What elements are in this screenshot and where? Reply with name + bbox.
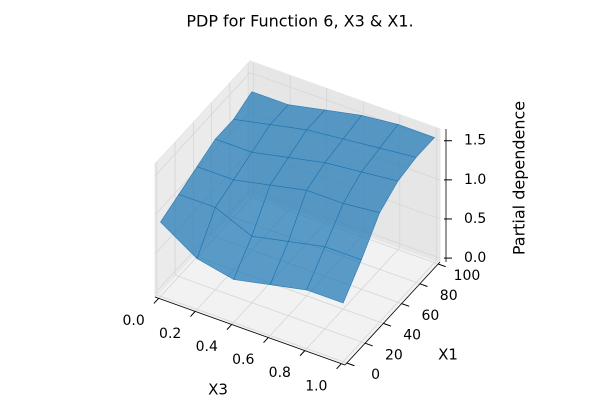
x-tick-label: 0.0 [123, 313, 145, 329]
x-tick-label: 0.6 [232, 352, 254, 368]
x-axis-label: X3 [208, 381, 228, 399]
x-tick-label: 0.4 [196, 339, 218, 355]
y-axis-label: X1 [438, 346, 458, 364]
grid-line [174, 142, 366, 344]
y-tick-label: 40 [403, 328, 421, 344]
chart-title: PDP for Function 6, X3 & X1. [186, 12, 413, 31]
grid-line [156, 162, 347, 364]
y-axis-line [344, 261, 441, 366]
z-tick-label: 0.0 [464, 250, 486, 266]
x-tick-label: 0.8 [269, 365, 291, 381]
x-tick-label: 0.2 [159, 326, 181, 342]
z-tick-label: 1.5 [464, 133, 486, 149]
y-tick-label: 100 [454, 268, 481, 284]
x-tick [336, 363, 342, 370]
y-tick-label: 20 [385, 347, 403, 363]
y-tick [383, 322, 392, 327]
x-tick [153, 297, 160, 304]
x-tick [190, 311, 196, 317]
grid-line [341, 127, 437, 364]
z-tick-label: 0.5 [464, 211, 486, 227]
y-tick [401, 303, 410, 307]
x-tick [299, 350, 306, 357]
grid-line [154, 72, 441, 176]
y-tick [346, 362, 355, 367]
x-tick [226, 324, 233, 330]
y-tick [438, 263, 446, 268]
y-tick-label: 0 [371, 367, 380, 383]
surface-cell [306, 246, 362, 304]
y-tick-label: 80 [440, 288, 458, 304]
z-tick-label: 1.0 [464, 172, 486, 188]
y-tick [364, 342, 373, 347]
y-tick-label: 60 [422, 308, 440, 324]
y-tick [419, 283, 428, 287]
x-axis-line [154, 296, 346, 366]
z-axis-label: Partial dependence [510, 101, 529, 255]
x-tick-label: 1.0 [305, 378, 327, 394]
x-tick [263, 337, 269, 344]
